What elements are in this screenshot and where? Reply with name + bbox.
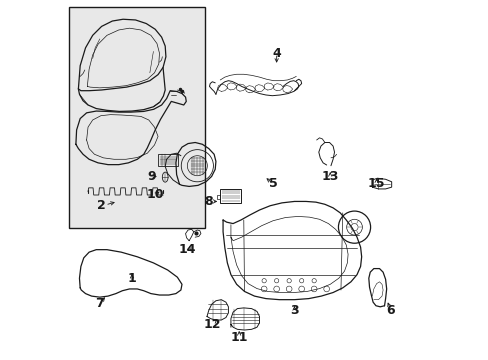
Text: 3: 3 xyxy=(289,304,298,317)
Text: 6: 6 xyxy=(386,304,394,317)
Text: 9: 9 xyxy=(147,170,156,183)
Text: 15: 15 xyxy=(367,177,385,190)
Text: 4: 4 xyxy=(272,47,281,60)
Text: 7: 7 xyxy=(95,297,104,310)
Text: 14: 14 xyxy=(178,243,196,256)
Bar xyxy=(220,189,241,203)
Text: 11: 11 xyxy=(230,331,247,344)
Text: 5: 5 xyxy=(268,177,277,190)
Text: 8: 8 xyxy=(204,195,213,208)
Text: 13: 13 xyxy=(321,170,338,183)
Text: 10: 10 xyxy=(146,188,163,201)
Text: 12: 12 xyxy=(203,318,221,331)
Text: 2: 2 xyxy=(97,198,106,212)
Text: 1: 1 xyxy=(127,272,136,285)
Bar xyxy=(69,7,205,228)
